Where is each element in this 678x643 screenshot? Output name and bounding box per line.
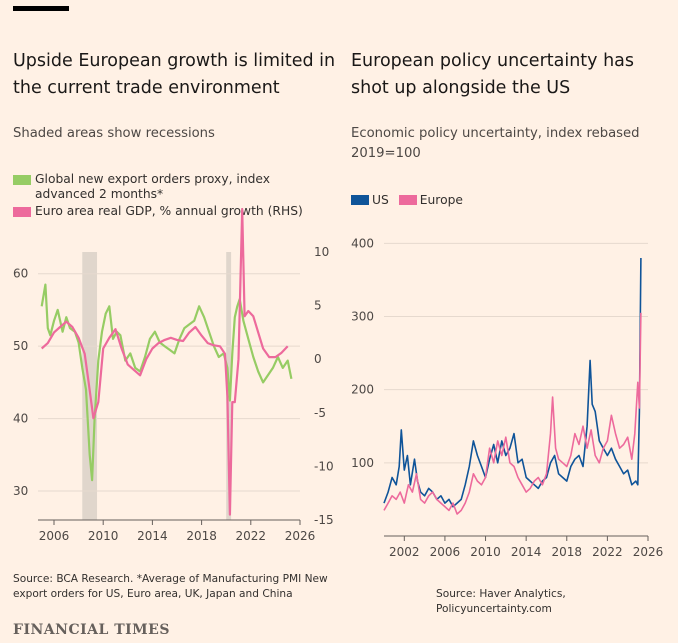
- left-chart-title: Upside European growth is limited in the…: [13, 48, 343, 102]
- left-legend: Global new export orders proxy, index ad…: [13, 172, 323, 219]
- legend-label-gdp: Euro area real GDP, % annual growth (RHS…: [35, 204, 303, 218]
- left-y-tick-label: 30: [13, 484, 28, 498]
- left-source-line2: export orders for US, Euro area, UK, Jap…: [13, 588, 293, 600]
- right-y-tick-label: 200: [351, 383, 374, 397]
- legend-item-us: US: [351, 193, 389, 208]
- left-x-tick-label: 2014: [137, 529, 168, 543]
- right-chart-title: European policy uncertainty has shot up …: [351, 48, 671, 102]
- financial-times-logo: FINANCIAL TIMES: [13, 622, 170, 638]
- left-y2-tick-label: 0: [314, 352, 322, 366]
- left-source-line1: Source: BCA Research. *Average of Manufa…: [13, 573, 328, 585]
- right-subtitle-line1: Economic policy uncertainty, index rebas…: [351, 126, 640, 141]
- left-y-tick-label: 40: [13, 412, 28, 426]
- right-x-tick-label: 2022: [592, 545, 623, 559]
- left-chart-subtitle: Shaded areas show recessions: [13, 126, 215, 141]
- right-x-tick-label: 2018: [551, 545, 582, 559]
- right-x-tick-label: 2014: [511, 545, 542, 559]
- left-title-line2: the current trade environment: [13, 78, 280, 98]
- legend-swatch-gdp: [13, 207, 31, 217]
- right-chart-subtitle: Economic policy uncertainty, index rebas…: [351, 124, 640, 164]
- left-y2-tick-label: 10: [314, 245, 329, 259]
- left-title-line1: Upside European growth is limited in: [13, 51, 336, 71]
- legend-item-europe: Europe: [398, 193, 463, 208]
- right-source: Source: Haver Analytics, Policyuncertain…: [436, 588, 566, 615]
- series-line-pmi: [40, 283, 293, 482]
- series-line-europe: [383, 312, 642, 515]
- left-x-tick-label: 2018: [186, 529, 217, 543]
- legend-swatch-europe: [398, 195, 417, 205]
- right-title-line2: shot up alongside the US: [351, 78, 571, 98]
- left-y2-tick-label: -15: [314, 513, 334, 527]
- right-x-tick-label: 2006: [430, 545, 461, 559]
- legend-item-pmi: Global new export orders proxy, index ad…: [13, 172, 323, 202]
- right-y-tick-label: 400: [351, 236, 374, 250]
- left-x-tick-label: 2006: [39, 529, 70, 543]
- left-x-tick-label: 2026: [285, 529, 316, 543]
- left-y2-tick-label: -10: [314, 459, 334, 473]
- left-x-tick-label: 2022: [236, 529, 267, 543]
- left-y-tick-label: 60: [13, 267, 28, 281]
- left-x-tick-label: 2010: [88, 529, 119, 543]
- left-source: Source: BCA Research. *Average of Manufa…: [13, 572, 328, 602]
- right-x-tick-label: 2002: [389, 545, 420, 559]
- left-y-tick-label: 50: [13, 339, 28, 353]
- legend-label-europe: Europe: [419, 193, 463, 207]
- series-line-gdp: [40, 208, 289, 516]
- legend-label-us: US: [372, 193, 389, 207]
- right-x-tick-label: 2010: [470, 545, 501, 559]
- left-y2-tick-label: 5: [314, 299, 322, 313]
- right-y-tick-label: 300: [351, 309, 374, 323]
- right-subtitle-line2: 2019=100: [351, 146, 421, 161]
- legend-swatch-us: [351, 195, 369, 205]
- series-line-us: [383, 257, 642, 508]
- legend-item-gdp: Euro area real GDP, % annual growth (RHS…: [13, 204, 323, 219]
- ft-topbar: [13, 6, 69, 11]
- legend-swatch-pmi: [13, 175, 31, 185]
- right-title-line1: European policy uncertainty has: [351, 51, 635, 71]
- left-y2-tick-label: -5: [314, 406, 326, 420]
- right-x-tick-label: 2026: [633, 545, 664, 559]
- legend-label-pmi: Global new export orders proxy, index ad…: [35, 172, 271, 201]
- right-y-tick-label: 100: [351, 456, 374, 470]
- right-legend: US Europe: [351, 193, 463, 208]
